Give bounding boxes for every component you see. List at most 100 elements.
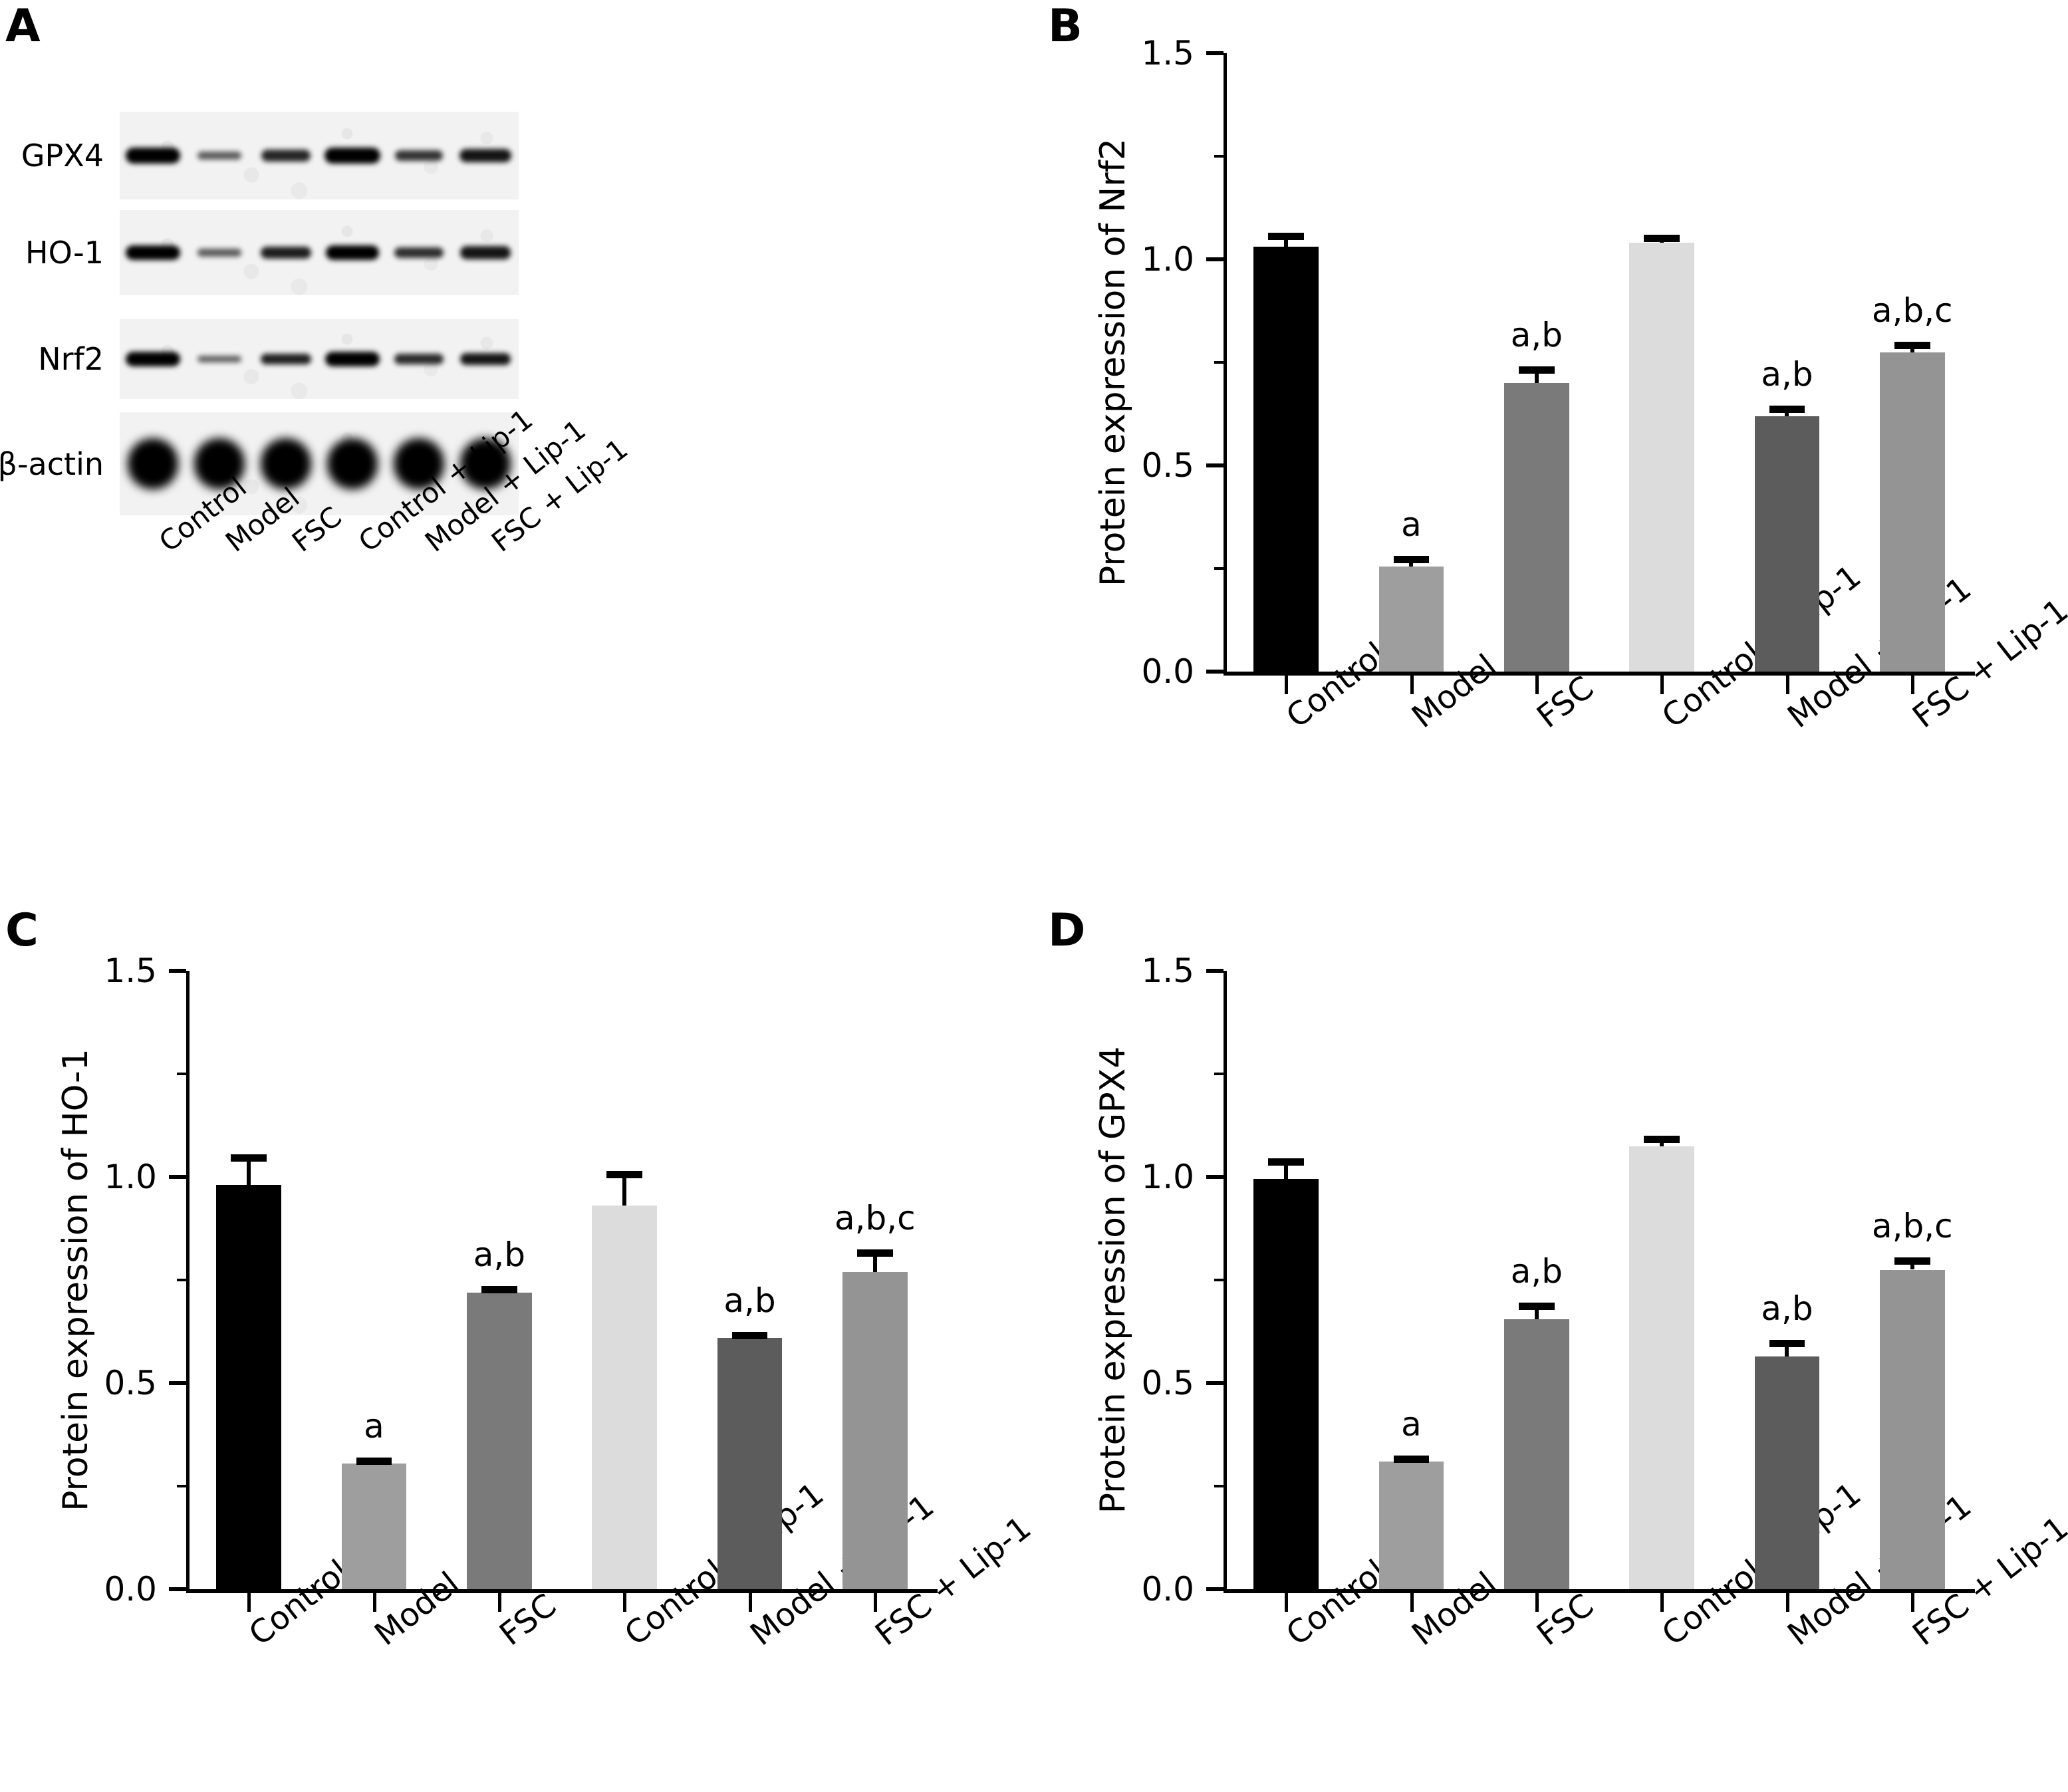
- error-bar-cap: [231, 1154, 267, 1162]
- blot-band: [128, 438, 178, 490]
- error-bar-cap: [481, 1286, 517, 1294]
- y-tick-minor: [1214, 1279, 1224, 1281]
- y-axis-label: Protein expression of Nrf2: [1093, 138, 1133, 587]
- blot-band: [394, 438, 444, 490]
- error-bar: [1629, 1136, 1694, 1146]
- error-bar-cap: [606, 1170, 643, 1178]
- y-axis-label: Protein expression of HO-1: [56, 1049, 96, 1511]
- y-tick: [169, 1175, 186, 1179]
- bar-control[interactable]: [1253, 1179, 1319, 1589]
- x-tick: [623, 1593, 627, 1612]
- x-tick: [873, 1593, 877, 1612]
- blot-strip-HO-1: [120, 210, 519, 295]
- y-tick-minor: [1214, 567, 1224, 570]
- bar-control-lip-1[interactable]: [1629, 1146, 1695, 1589]
- bar-fsc[interactable]: [466, 1292, 532, 1589]
- bar-model-lip-1[interactable]: [1754, 1356, 1820, 1589]
- error-bar: [842, 1249, 908, 1272]
- y-tick: [1206, 1381, 1224, 1385]
- blot-band: [125, 352, 181, 366]
- panel-letter-c: C: [5, 904, 39, 957]
- bar-model[interactable]: [1378, 566, 1444, 672]
- panel-letter-b: B: [1048, 0, 1083, 53]
- significance-annotation: a,b: [1761, 355, 1813, 394]
- error-bar: [1253, 1158, 1319, 1180]
- blot-strip-GPX4: [120, 112, 519, 199]
- x-axis-line: [1224, 1589, 1975, 1593]
- y-tick-label: 0.5: [1141, 446, 1194, 485]
- error-bar-cap: [1644, 1136, 1680, 1143]
- significance-annotation: a,b,c: [835, 1198, 916, 1237]
- error-bar-stem: [622, 1170, 627, 1206]
- error-bar: [1379, 556, 1444, 567]
- significance-annotation: a,b: [723, 1281, 776, 1320]
- error-bar-cap: [1894, 1257, 1930, 1265]
- bar-fsc[interactable]: [1503, 1319, 1569, 1589]
- error-bar: [1880, 1257, 1945, 1270]
- bar-fsc-lip-1[interactable]: [1879, 352, 1945, 672]
- significance-annotation: a,b,c: [1872, 1206, 1953, 1245]
- x-axis-line: [186, 1589, 938, 1593]
- blot-band: [194, 438, 245, 490]
- panel-b-chart: B 0.0 0.5 1.0 1.5 Protein expression of Nrf2…: [1037, 0, 2068, 891]
- y-tick-minor: [1214, 1485, 1224, 1487]
- error-bar: [592, 1170, 657, 1206]
- error-bar: [467, 1286, 532, 1294]
- error-bar-stem: [247, 1154, 251, 1186]
- significance-annotation: a,b: [1761, 1289, 1813, 1328]
- bar-fsc-lip-1[interactable]: [842, 1271, 908, 1589]
- blot-band: [261, 150, 311, 162]
- y-tick-label: 0.5: [104, 1364, 157, 1402]
- y-tick-label: 1.0: [1141, 240, 1194, 279]
- y-tick-label: 0.0: [1141, 652, 1194, 691]
- blot-band: [197, 152, 242, 160]
- error-bar-cap: [1518, 1303, 1555, 1311]
- x-tick: [247, 1593, 251, 1612]
- bar-control-lip-1[interactable]: [1629, 243, 1695, 672]
- blot-band: [197, 249, 242, 257]
- error-bar-cap: [1769, 406, 1805, 414]
- blot-row-label-HO-1: HO-1: [25, 235, 104, 271]
- x-tick: [1660, 676, 1664, 694]
- x-tick: [1660, 1593, 1664, 1612]
- significance-annotation: a,b,c: [1872, 291, 1953, 330]
- error-bar-cap: [1518, 366, 1555, 374]
- y-tick: [1206, 51, 1224, 55]
- x-tick: [1785, 676, 1789, 694]
- y-tick-label: 1.5: [104, 952, 157, 990]
- bar-model-lip-1[interactable]: [1754, 416, 1820, 672]
- significance-annotation: a,b: [1510, 1252, 1563, 1291]
- error-bar-cap: [1769, 1339, 1805, 1347]
- bar-fsc-lip-1[interactable]: [1879, 1269, 1945, 1589]
- y-tick-minor: [177, 1073, 186, 1075]
- error-bar: [717, 1331, 783, 1339]
- error-bar: [1755, 406, 1820, 416]
- y-tick-label: 0.5: [1141, 1364, 1194, 1402]
- blot-band: [324, 351, 380, 366]
- error-bar: [1253, 232, 1319, 247]
- y-tick: [1206, 257, 1224, 261]
- x-tick: [748, 1593, 752, 1612]
- bar-control[interactable]: [1253, 247, 1319, 672]
- panel-a-western-blot: A GPX4 HO-1 Nrf2 β-actin Control Model FSC Cont…: [0, 0, 1024, 891]
- bar-fsc[interactable]: [1503, 383, 1569, 672]
- panel-d-chart: D 0.0 0.5 1.0 1.5 Protein expression of GPX4…: [1037, 904, 2068, 1792]
- x-tick: [1285, 676, 1289, 694]
- bar-control[interactable]: [216, 1185, 282, 1589]
- y-tick-label: 1.0: [104, 1158, 157, 1196]
- x-tick: [1785, 1593, 1789, 1612]
- bar-model[interactable]: [1378, 1461, 1444, 1589]
- error-bar: [216, 1154, 281, 1186]
- bar-control-lip-1[interactable]: [592, 1206, 658, 1589]
- error-bar-stem: [872, 1249, 877, 1272]
- x-axis-line: [1224, 672, 1975, 676]
- significance-annotation: a: [1401, 505, 1422, 545]
- bar-model-lip-1[interactable]: [717, 1337, 783, 1589]
- significance-annotation: a,b: [473, 1235, 525, 1275]
- y-tick-label: 1.5: [1141, 34, 1194, 72]
- error-bar-cap: [1268, 232, 1305, 240]
- y-tick: [169, 1381, 186, 1385]
- blot-band: [460, 438, 511, 490]
- blot-strip-Nrf2: [120, 319, 519, 399]
- bar-model[interactable]: [341, 1463, 407, 1589]
